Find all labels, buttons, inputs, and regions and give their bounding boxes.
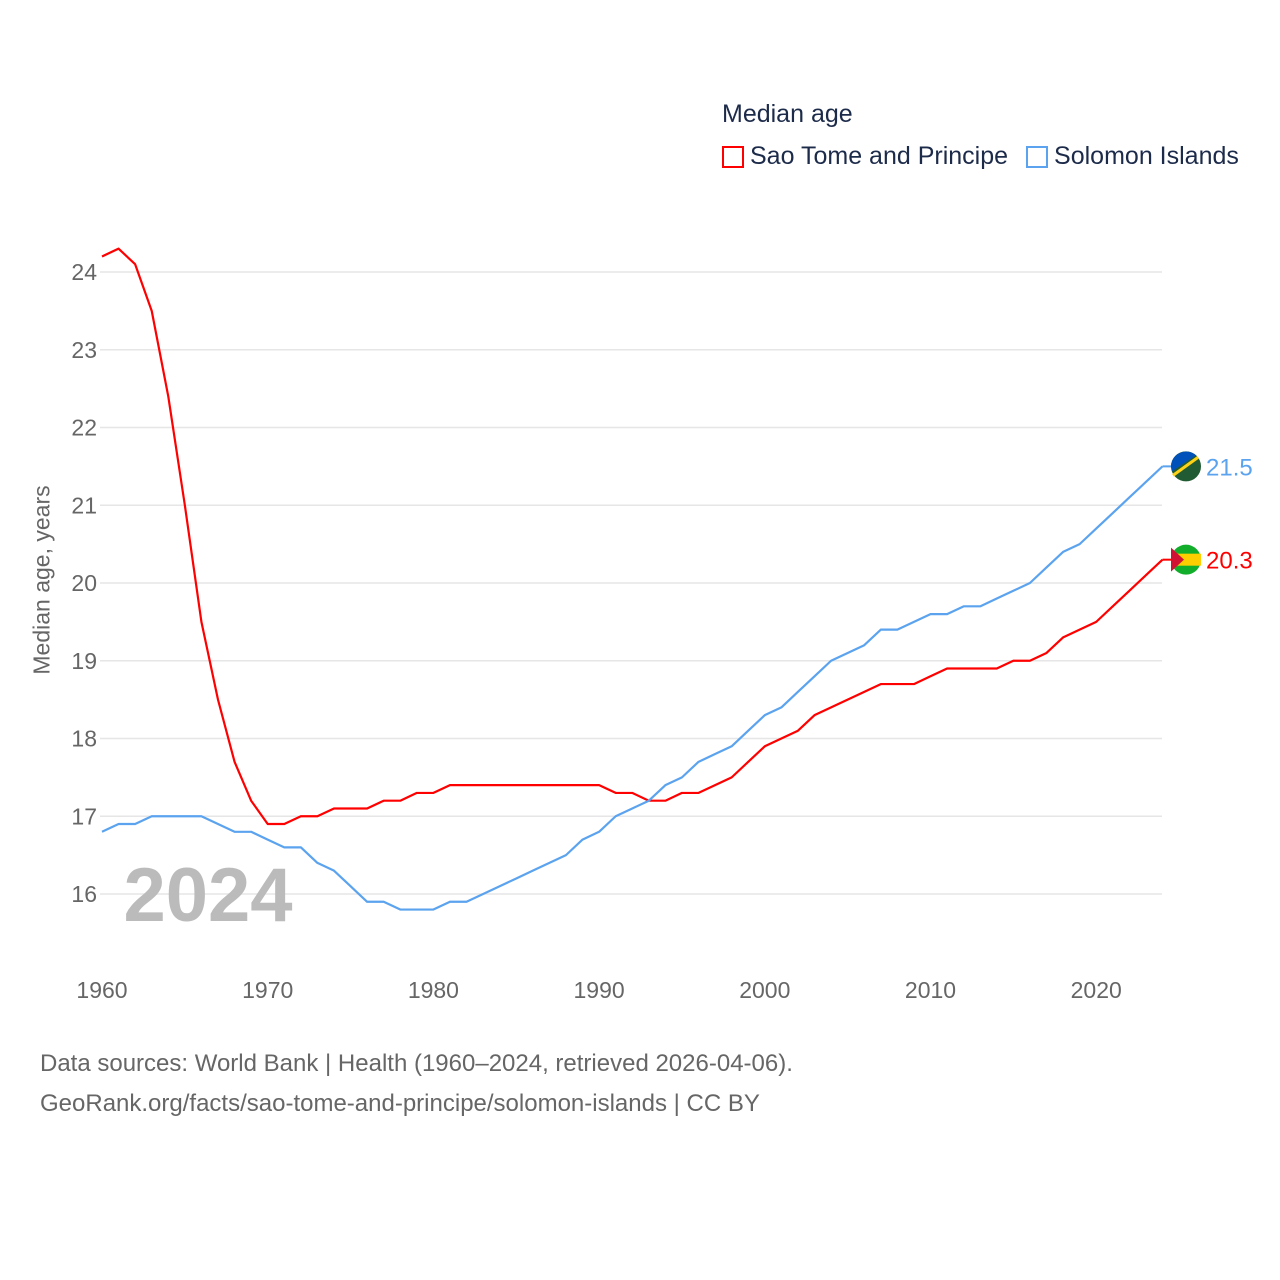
- end-value-label: 20.3: [1206, 548, 1253, 575]
- source-line-1: Data sources: World Bank | Health (1960–…: [40, 1050, 793, 1077]
- y-tick-label: 24: [71, 259, 97, 285]
- source-line-2[interactable]: GeoRank.org/facts/sao-tome-and-principe/…: [40, 1090, 760, 1117]
- legend-title: Median age: [722, 100, 853, 128]
- y-tick-label: 18: [71, 726, 97, 752]
- x-tick-label: 1990: [574, 977, 625, 1003]
- legend: Sao Tome and Principe Solomon Islands: [722, 142, 1239, 171]
- series-line: [101, 465, 1164, 911]
- x-tick-label: 2000: [739, 977, 790, 1003]
- y-tick-labels: 16 17 18 19 20 21 22 23 24: [71, 259, 97, 907]
- end-value-label: 21.5: [1206, 454, 1253, 481]
- y-tick-label: 20: [71, 570, 97, 596]
- flag-triangle: [1171, 547, 1184, 572]
- x-tick-label: 2020: [1071, 977, 1122, 1003]
- x-tick-label: 1970: [242, 977, 293, 1003]
- solomon-islands-flag-icon: [1171, 451, 1201, 482]
- legend-swatch: [722, 145, 744, 168]
- end-markers: 20.3 21.5: [1162, 451, 1253, 575]
- x-tick-label: 1960: [76, 977, 127, 1003]
- series-line: [101, 247, 1164, 826]
- sao-tome-flag-icon: [1171, 544, 1201, 575]
- legend-item-sao-tome[interactable]: Sao Tome and Principe: [722, 142, 1008, 171]
- legend-swatch: [1026, 145, 1049, 168]
- y-tick-label: 23: [71, 337, 97, 363]
- y-tick-label: 19: [71, 648, 97, 674]
- legend-item-solomon-islands[interactable]: Solomon Islands: [1026, 142, 1239, 171]
- year-watermark: 2024: [123, 853, 292, 938]
- x-tick-label: 2010: [905, 977, 956, 1003]
- y-tick-label: 22: [71, 415, 97, 441]
- legend-label: Sao Tome and Principe: [750, 142, 1009, 170]
- legend-label: Solomon Islands: [1054, 142, 1239, 170]
- gridlines: [100, 271, 1162, 895]
- flag-blue: [1171, 451, 1196, 472]
- y-axis-label: Median age, years: [28, 485, 55, 675]
- y-tick-label: 16: [71, 881, 97, 907]
- flag-stripe: [1172, 456, 1199, 477]
- x-tick-labels: 1960 1970 1980 1990 2000 2010 2020: [76, 977, 1121, 1003]
- y-tick-label: 21: [71, 492, 97, 518]
- series-lines: [101, 247, 1164, 911]
- x-tick-label: 1980: [408, 977, 459, 1003]
- source-note: Data sources: World Bank | Health (1960–…: [40, 1044, 793, 1124]
- y-tick-label: 17: [71, 803, 97, 829]
